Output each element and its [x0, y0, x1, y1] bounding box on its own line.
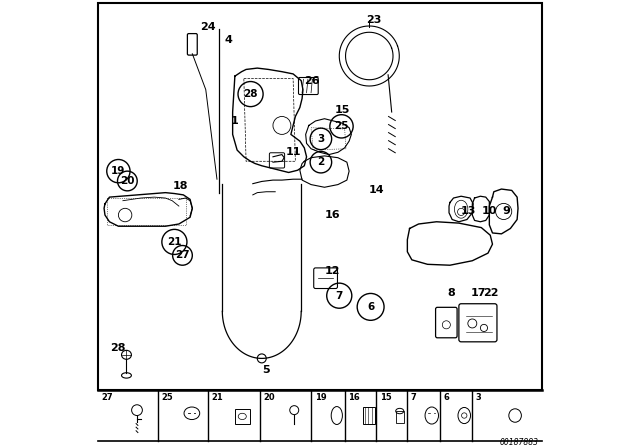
Ellipse shape — [122, 373, 131, 378]
FancyBboxPatch shape — [314, 268, 337, 289]
Text: 7: 7 — [335, 291, 343, 301]
Text: 15: 15 — [380, 393, 391, 402]
Text: 6: 6 — [444, 393, 449, 402]
Bar — [363, 407, 375, 425]
Ellipse shape — [122, 350, 131, 359]
Text: 24: 24 — [200, 22, 216, 32]
Text: 00187883: 00187883 — [500, 438, 539, 447]
FancyBboxPatch shape — [459, 304, 497, 342]
Text: 4: 4 — [224, 35, 232, 45]
Text: 6: 6 — [367, 302, 374, 312]
Text: 15: 15 — [334, 105, 349, 115]
Text: 3: 3 — [476, 393, 482, 402]
FancyBboxPatch shape — [436, 307, 457, 338]
Text: 21: 21 — [167, 237, 182, 247]
Text: 1: 1 — [231, 116, 239, 126]
Text: 13: 13 — [461, 206, 476, 215]
Text: 22: 22 — [483, 289, 499, 298]
Text: 5: 5 — [262, 365, 270, 375]
Bar — [396, 411, 404, 423]
Text: 8: 8 — [447, 289, 454, 298]
Text: 16: 16 — [348, 393, 360, 402]
FancyBboxPatch shape — [298, 78, 318, 95]
Text: 18: 18 — [172, 181, 188, 191]
Text: 11: 11 — [285, 147, 301, 157]
Bar — [98, 3, 541, 390]
FancyBboxPatch shape — [188, 34, 197, 55]
Text: 20: 20 — [120, 176, 134, 186]
Text: 23: 23 — [366, 15, 381, 25]
Text: 17: 17 — [470, 289, 486, 298]
Text: 26: 26 — [304, 76, 320, 86]
Text: 25: 25 — [161, 393, 173, 402]
Text: 14: 14 — [368, 185, 384, 195]
Text: 27: 27 — [102, 393, 113, 402]
Bar — [235, 409, 250, 424]
Text: 28: 28 — [109, 343, 125, 353]
Text: 19: 19 — [315, 393, 326, 402]
Text: 19: 19 — [111, 166, 125, 176]
Text: 21: 21 — [212, 393, 223, 402]
Text: 28: 28 — [243, 89, 258, 99]
Text: 25: 25 — [334, 121, 349, 131]
Text: 20: 20 — [263, 393, 275, 402]
Text: 9: 9 — [502, 206, 510, 215]
FancyBboxPatch shape — [269, 153, 285, 168]
Text: 2: 2 — [317, 157, 324, 167]
Text: 12: 12 — [324, 266, 340, 276]
Text: 10: 10 — [482, 206, 497, 215]
Text: 16: 16 — [324, 210, 340, 220]
Text: 7: 7 — [411, 393, 417, 402]
Text: 3: 3 — [317, 134, 324, 144]
Text: 27: 27 — [175, 250, 190, 260]
